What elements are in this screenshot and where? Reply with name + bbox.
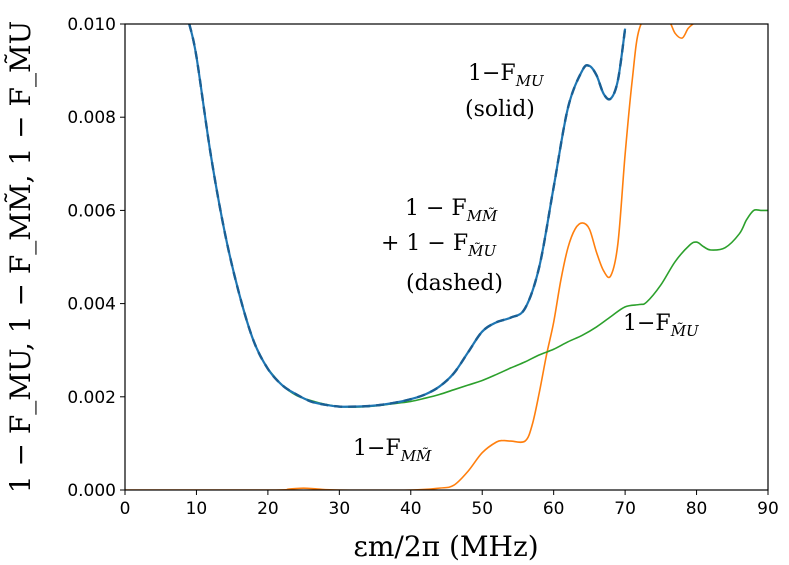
x-tick-label: 10 bbox=[186, 499, 208, 519]
x-tick-label: 50 bbox=[471, 499, 493, 519]
annotation-f-mmt-sub: MM̃ bbox=[400, 447, 432, 465]
axes-layer: 0 10 20 30 40 50 60 70 80 90 0.000 0.002 0.004 0.006 0… bbox=[67, 15, 778, 519]
y-tick-label: 0.008 bbox=[67, 108, 116, 128]
x-tick-label: 40 bbox=[400, 499, 422, 519]
annotation-sum-line2: + 1 − F bbox=[381, 231, 468, 256]
annotation-f-mtu-text: 1−F bbox=[623, 311, 671, 336]
annotation-solid: (solid) bbox=[465, 97, 535, 122]
x-axis-label: εm/2π (MHz) bbox=[353, 530, 538, 563]
y-tick-label: 0.004 bbox=[67, 295, 116, 315]
y-tick-label: 0.006 bbox=[67, 201, 116, 221]
x-tick-label: 20 bbox=[257, 499, 279, 519]
annotation-f-mu-sub: MU bbox=[515, 72, 545, 90]
x-tick-label: 30 bbox=[329, 499, 351, 519]
y-tick-label: 0.010 bbox=[67, 15, 116, 35]
x-tick-label: 70 bbox=[614, 499, 636, 519]
x-tick-label: 80 bbox=[686, 499, 708, 519]
annotation-sum-line1-sub: MM̃ bbox=[466, 207, 498, 225]
series-line-f-mu-dashed bbox=[188, 24, 627, 408]
series-line-f-mtu bbox=[267, 208, 768, 408]
series-line-f-mmt bbox=[125, 24, 694, 490]
annotation-f-mu: 1−FMU (solid) bbox=[465, 61, 545, 122]
annotation-sum: 1 − FMM̃ + 1 − FM̃U (dashed) bbox=[381, 196, 503, 296]
x-tick-label: 60 bbox=[543, 499, 565, 519]
annotation-sum-line2-sub: M̃U bbox=[467, 242, 497, 260]
series-layer bbox=[125, 24, 768, 490]
y-axis-label: 1 − F_MU, 1 − F_MM̃, 1 − F_M̃U bbox=[4, 21, 37, 493]
y-tick-label: 0.002 bbox=[67, 388, 116, 408]
annotation-sum-line1: 1 − F bbox=[405, 196, 467, 221]
svg-text:+ 1 − FM̃U: + 1 − FM̃U bbox=[381, 231, 497, 260]
annotation-f-mmt-text: 1−F bbox=[353, 436, 401, 461]
x-tick-label: 0 bbox=[120, 499, 131, 519]
x-tick-label: 90 bbox=[757, 499, 779, 519]
annotation-f-mtu-sub: M̃U bbox=[670, 322, 700, 340]
svg-text:1−FMM̃: 1−FMM̃ bbox=[353, 436, 432, 465]
svg-text:1−FMU: 1−FMU bbox=[468, 61, 545, 90]
plot-frame bbox=[124, 23, 769, 491]
svg-text:1−FM̃U: 1−FM̃U bbox=[623, 311, 700, 340]
annotation-f-mmt: 1−FMM̃ bbox=[353, 436, 432, 465]
annotation-f-mu-text: 1−F bbox=[468, 61, 516, 86]
annotation-dashed: (dashed) bbox=[406, 271, 503, 296]
annotation-f-mtu: 1−FM̃U bbox=[623, 311, 700, 340]
svg-text:1 − FMM̃: 1 − FMM̃ bbox=[405, 196, 498, 225]
y-tick-label: 0.000 bbox=[67, 481, 116, 501]
